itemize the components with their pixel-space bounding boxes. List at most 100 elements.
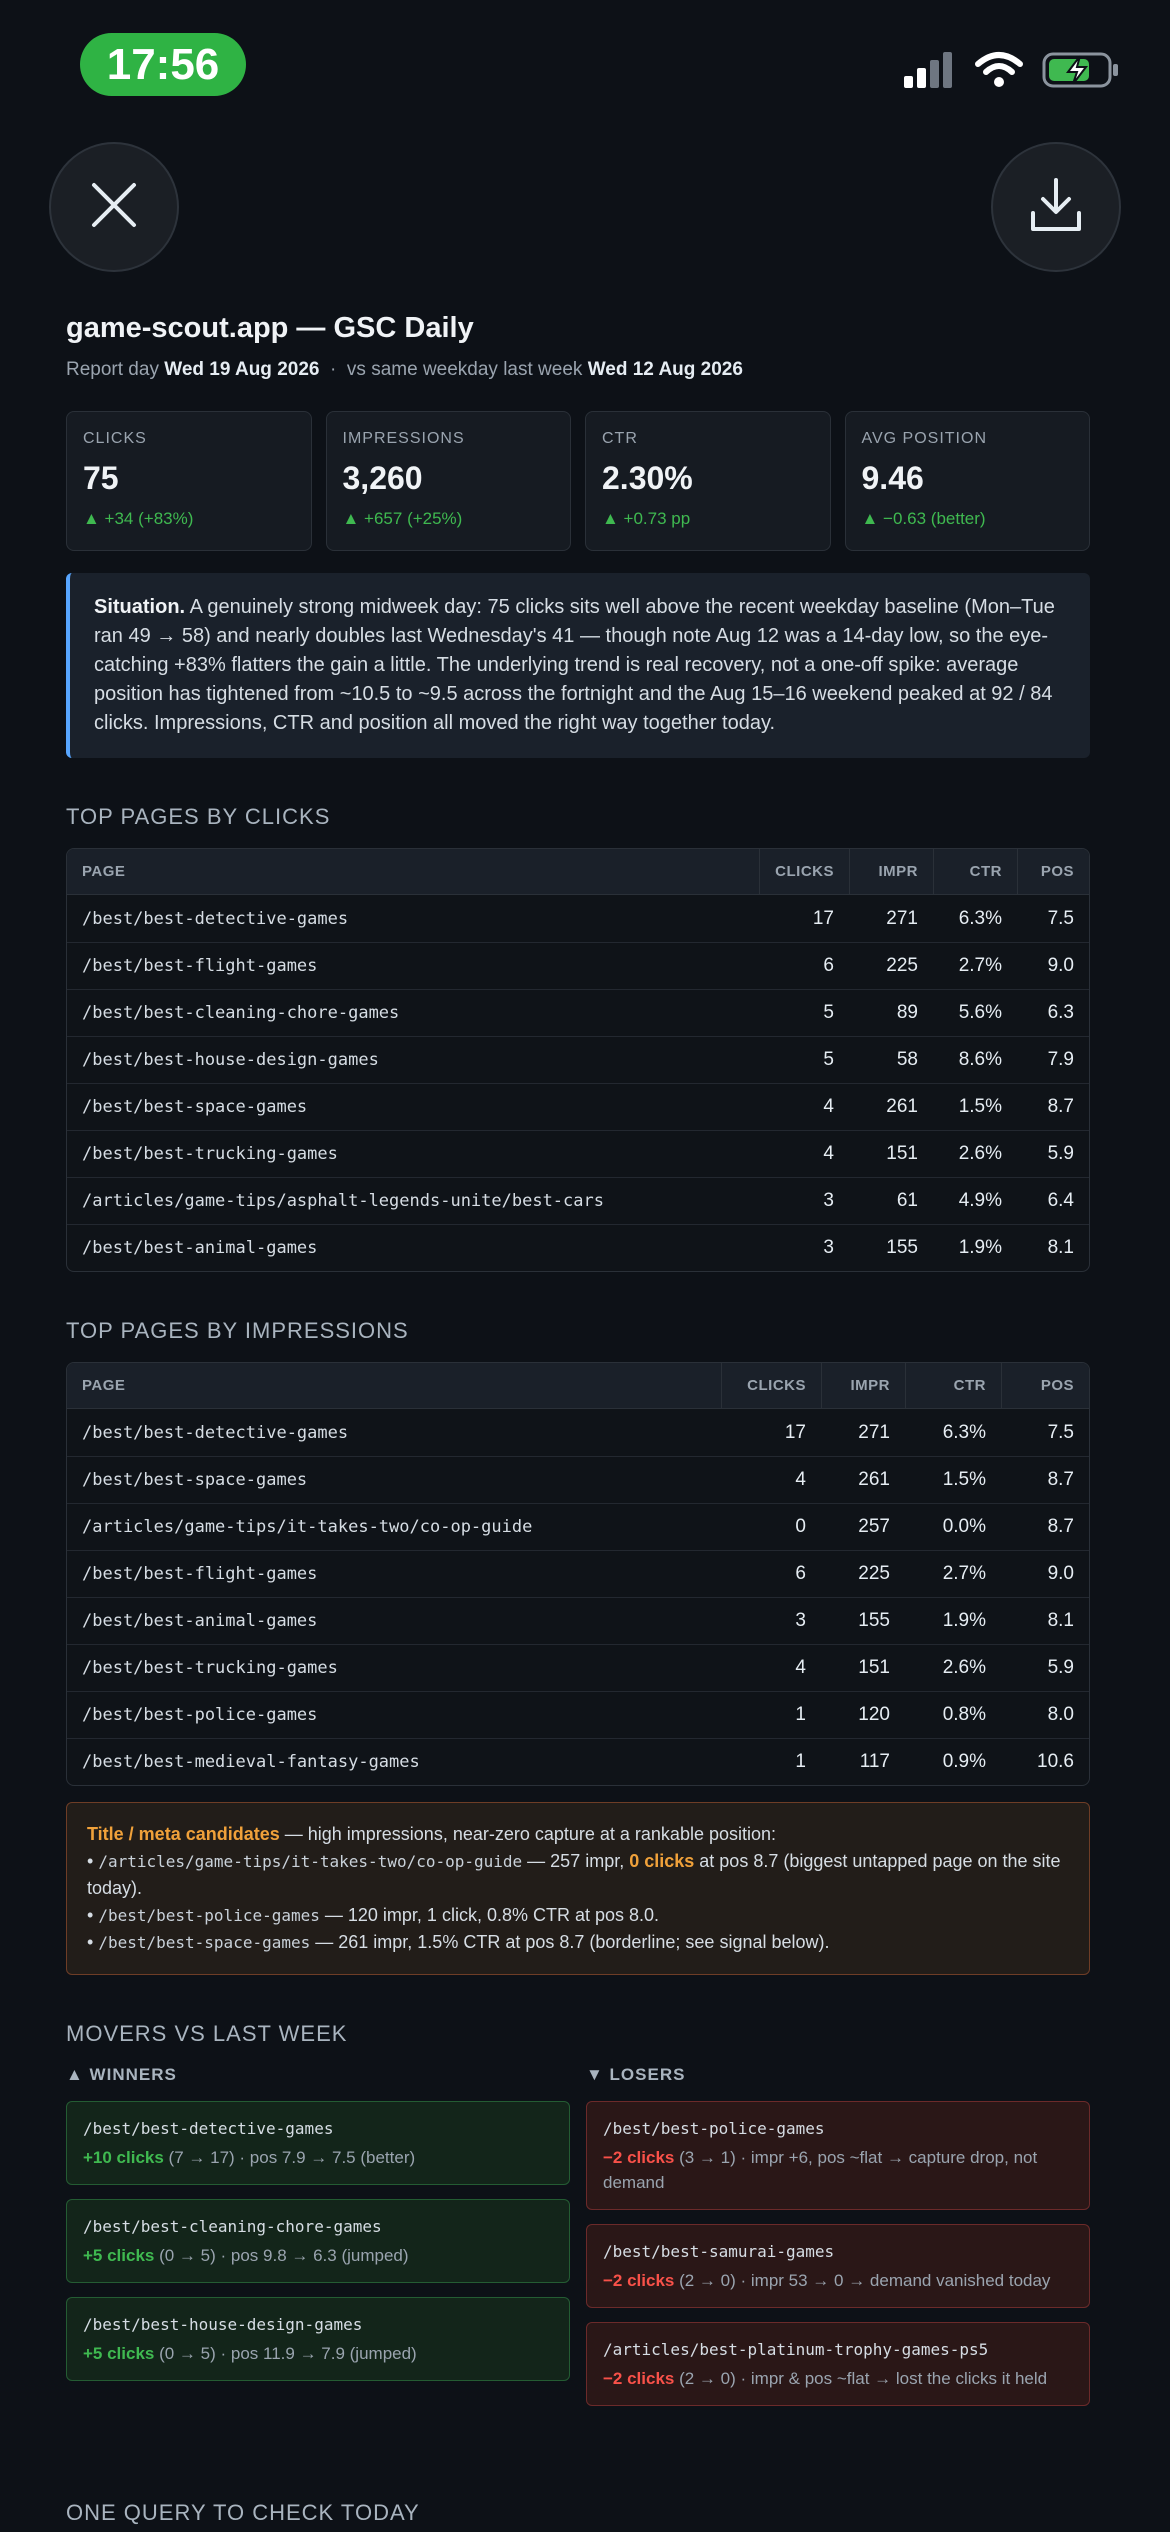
table-cell: 5.9 xyxy=(1017,1130,1089,1177)
download-button[interactable] xyxy=(991,142,1121,272)
table-row[interactable]: /best/best-medieval-fantasy-games 1 117 0.9… xyxy=(67,1738,1089,1785)
page-path-cell[interactable]: /best/best-medieval-fantasy-games xyxy=(67,1738,721,1785)
column-header[interactable]: CTR xyxy=(905,1363,1001,1409)
table-row[interactable]: /best/best-space-games 4 261 1.5% 8.7 xyxy=(67,1083,1089,1130)
mover-detail: (2 → 0) · impr 53 → 0 → demand vanished … xyxy=(674,2271,1051,2290)
page-path-cell[interactable]: /best/best-animal-games xyxy=(67,1597,721,1644)
page-path-cell[interactable]: /best/best-flight-games xyxy=(67,1550,721,1597)
page-path-cell[interactable]: /best/best-police-games xyxy=(67,1691,721,1738)
table-row[interactable]: /best/best-animal-games 3 155 1.9% 8.1 xyxy=(67,1224,1089,1271)
table-row[interactable]: /best/best-police-games 1 120 0.8% 8.0 xyxy=(67,1691,1089,1738)
status-time[interactable]: 17:56 xyxy=(80,33,246,96)
column-header[interactable]: POS xyxy=(1017,849,1089,895)
page-path-cell[interactable]: /best/best-flight-games xyxy=(67,942,760,989)
table-row[interactable]: /best/best-house-design-games 5 58 8.6% 7.9 xyxy=(67,1036,1089,1083)
column-header[interactable]: IMPR xyxy=(849,849,933,895)
loser-card[interactable]: /best/best-police-games −2 clicks (3 → 1)… xyxy=(586,2101,1090,2210)
status-bar: 17:56 xyxy=(0,0,1170,140)
separator: · xyxy=(330,359,337,380)
table-row[interactable]: /best/best-flight-games 6 225 2.7% 9.0 xyxy=(67,1550,1089,1597)
table-cell: 155 xyxy=(849,1224,933,1271)
column-header[interactable]: IMPR xyxy=(821,1363,905,1409)
kpi-delta: ▲ +0.73 pp xyxy=(602,509,691,528)
table-cell: 8.1 xyxy=(1001,1597,1089,1644)
page-path-cell[interactable]: /best/best-space-games xyxy=(67,1083,760,1130)
column-header[interactable]: PAGE xyxy=(67,1363,721,1409)
close-icon xyxy=(89,180,139,235)
winner-card[interactable]: /best/best-cleaning-chore-games +5 clicks… xyxy=(66,2199,570,2283)
table-row[interactable]: /best/best-cleaning-chore-games 5 89 5.6% 6.… xyxy=(67,989,1089,1036)
mover-change: +5 clicks xyxy=(83,2246,155,2265)
winner-card[interactable]: /best/best-house-design-games +5 clicks (… xyxy=(66,2297,570,2381)
page-path-cell[interactable]: /best/best-animal-games xyxy=(67,1224,760,1271)
table-cell: 5.6% xyxy=(933,989,1017,1036)
candidate-highlight: 0 clicks xyxy=(629,1851,695,1871)
close-button[interactable] xyxy=(49,142,179,272)
candidate-path[interactable]: /best/best-police-games xyxy=(98,1906,320,1925)
candidate-path[interactable]: /articles/game-tips/it-takes-two/co-op-g… xyxy=(98,1852,523,1871)
kpi-card-impressions: IMPRESSIONS 3,260 ▲ +657 (+25%) xyxy=(325,411,571,551)
candidate-item: • /articles/game-tips/it-takes-two/co-op… xyxy=(87,1848,1069,1902)
table-cell: 8.0 xyxy=(1001,1691,1089,1738)
winner-card[interactable]: /best/best-detective-games +10 clicks (7 … xyxy=(66,2101,570,2185)
table-cell: 261 xyxy=(849,1083,933,1130)
column-header[interactable]: POS xyxy=(1001,1363,1089,1409)
table-row[interactable]: /best/best-trucking-games 4 151 2.6% 5.9 xyxy=(67,1644,1089,1691)
table-row[interactable]: /best/best-space-games 4 261 1.5% 8.7 xyxy=(67,1456,1089,1503)
page-path-cell[interactable]: /best/best-space-games xyxy=(67,1456,721,1503)
page-path-cell[interactable]: /articles/game-tips/asphalt-legends-unit… xyxy=(67,1177,760,1224)
column-header[interactable]: PAGE xyxy=(67,849,760,895)
table-cell: 6 xyxy=(759,942,849,989)
table-cell: 0.0% xyxy=(905,1503,1001,1550)
page-path-cell[interactable]: /articles/game-tips/it-takes-two/co-op-g… xyxy=(67,1503,721,1550)
kpi-delta: ▲ +657 (+25%) xyxy=(342,509,463,528)
table-cell: 155 xyxy=(821,1597,905,1644)
table-cell: 2.7% xyxy=(905,1550,1001,1597)
loser-card[interactable]: /best/best-samurai-games −2 clicks (2 → 0… xyxy=(586,2224,1090,2308)
table-row[interactable]: /best/best-animal-games 3 155 1.9% 8.1 xyxy=(67,1597,1089,1644)
candidate-path[interactable]: /best/best-space-games xyxy=(98,1933,311,1952)
kpi-delta: ▲ +34 (+83%) xyxy=(83,509,194,528)
kpi-value: 3,260 xyxy=(342,460,423,496)
table-row[interactable]: /best/best-detective-games 17 271 6.3% 7.5 xyxy=(67,1409,1089,1456)
table-cell: 271 xyxy=(886,907,918,929)
mover-path: /best/best-detective-games xyxy=(83,2119,334,2138)
table-row[interactable]: /articles/game-tips/it-takes-two/co-op-g… xyxy=(67,1503,1089,1550)
table-cell: 120 xyxy=(821,1691,905,1738)
page-path-cell[interactable]: /best/best-detective-games xyxy=(82,1422,349,1443)
mover-path: /articles/best-platinum-trophy-games-ps5 xyxy=(603,2340,989,2359)
table-cell: 1 xyxy=(721,1691,821,1738)
wifi-icon xyxy=(974,50,1024,95)
table-row[interactable]: /articles/game-tips/asphalt-legends-unit… xyxy=(67,1177,1089,1224)
table-row[interactable]: /best/best-trucking-games 4 151 2.6% 5.9 xyxy=(67,1130,1089,1177)
table-row[interactable]: /best/best-flight-games 6 225 2.7% 9.0 xyxy=(67,942,1089,989)
page-path-cell[interactable]: /best/best-cleaning-chore-games xyxy=(67,989,760,1036)
table-cell: 7.5 xyxy=(1047,1421,1074,1443)
table-cell: 5.9 xyxy=(1001,1644,1089,1691)
column-header[interactable]: CLICKS xyxy=(721,1363,821,1409)
loser-card[interactable]: /articles/best-platinum-trophy-games-ps5… xyxy=(586,2322,1090,2406)
status-icons xyxy=(902,50,1120,94)
page-path-cell[interactable]: /best/best-house-design-games xyxy=(67,1036,760,1083)
report-content: game-scout.app — GSC Daily Report day We… xyxy=(66,312,1090,2420)
table-cell: 61 xyxy=(849,1177,933,1224)
page-path-cell[interactable]: /best/best-trucking-games xyxy=(67,1130,760,1177)
mover-detail: (3 → 1) · impr +6, pos ~flat → capture d… xyxy=(603,2148,1038,2192)
compare-label: vs same weekday last week xyxy=(346,359,583,380)
kpi-card-clicks: CLICKS 75 ▲ +34 (+83%) xyxy=(66,411,312,551)
winners-heading: ▲ WINNERS xyxy=(66,2065,177,2084)
mover-change: +10 clicks xyxy=(83,2148,164,2167)
page-path-cell[interactable]: /best/best-detective-games xyxy=(82,908,349,929)
page-path-cell[interactable]: /best/best-trucking-games xyxy=(67,1644,721,1691)
table-cell: 89 xyxy=(849,989,933,1036)
situation-text: A genuinely strong midweek day: 75 click… xyxy=(94,596,1055,734)
table-cell: 17 xyxy=(784,1421,806,1443)
mover-path: /best/best-police-games xyxy=(603,2119,825,2138)
column-header[interactable]: CTR xyxy=(933,849,1017,895)
mover-detail: (0 → 5) · pos 11.9 → 7.9 (jumped) xyxy=(154,2344,417,2363)
column-header[interactable]: CLICKS xyxy=(759,849,849,895)
mover-path: /best/best-house-design-games xyxy=(83,2315,363,2334)
mover-change: −2 clicks xyxy=(603,2148,675,2167)
candidates-title: Title / meta candidates xyxy=(87,1824,280,1844)
table-row[interactable]: /best/best-detective-games 17 271 6.3% 7.5 xyxy=(67,895,1089,942)
